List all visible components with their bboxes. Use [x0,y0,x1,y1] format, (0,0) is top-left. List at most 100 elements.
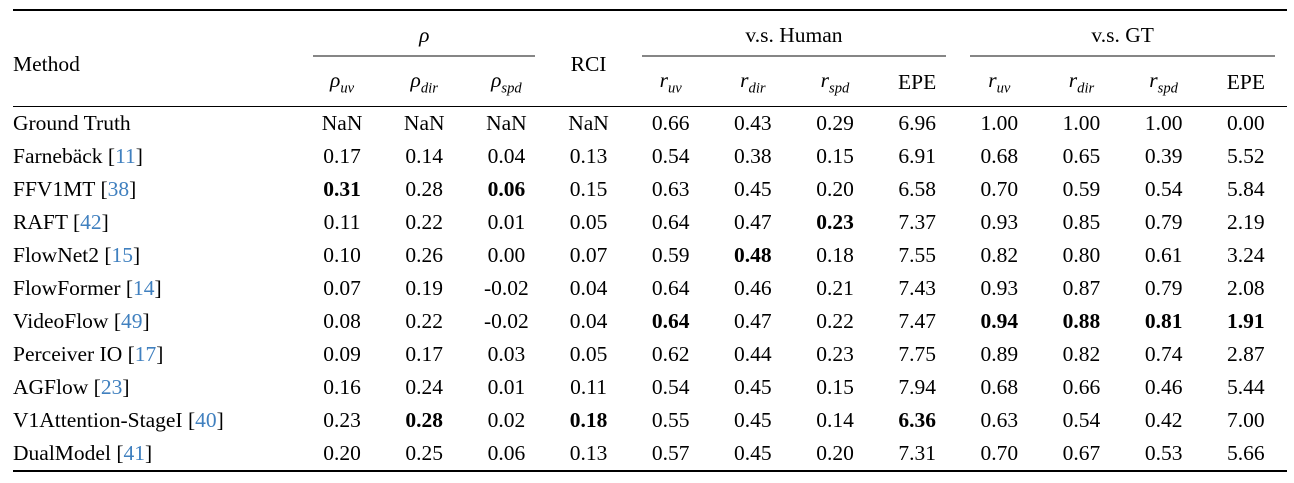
col-header-rho-uv: ρuv [330,67,355,97]
table-cell: 0.66 [629,106,712,140]
table-cell: 2.87 [1227,342,1265,366]
table-cell: 7.31 [898,441,936,465]
col-header-human-r-spd: rspd [820,67,850,97]
table-cell: 6.36 [898,408,936,432]
citation-link[interactable]: 49 [121,309,143,333]
table-cell: 0.23 [323,408,361,432]
col-header-gt-r-spd: rspd [1149,67,1178,97]
method-name: FlowNet2 [15] [13,243,141,267]
method-name: Ground Truth [13,106,301,140]
table-cell: NaN [547,106,630,140]
table-cell: 0.08 [323,309,361,333]
citation-link[interactable]: 42 [80,210,102,234]
table-cell: 0.82 [980,243,1019,267]
table-cell: 0.15 [569,177,608,201]
citation-link[interactable]: 38 [107,177,130,201]
group-header-vs-human-label: v.s. Human [745,22,843,47]
table-cell: 0.54 [1062,408,1101,432]
table-cell: 0.93 [980,210,1019,234]
table-cell: 0.88 [1062,309,1101,333]
table-cell: 0.18 [816,243,854,267]
table-cell: 0.93 [980,276,1019,300]
table-cell: 0.14 [816,408,854,432]
table-cell: 0.94 [980,309,1019,333]
table-cell: 0.61 [1144,243,1183,267]
method-name: FlowFormer [14] [13,276,162,300]
table-cell: 0.20 [816,177,854,201]
table-cell: 0.22 [816,309,854,333]
table-cell: 0.18 [569,408,608,432]
table-cell: 7.43 [898,276,936,300]
table-cell: 6.96 [876,106,959,140]
col-header-gt-epe: EPE [1226,70,1265,94]
citation-link[interactable]: 15 [111,243,134,267]
col-header-rci: RCI [570,51,607,76]
table-cell: 0.20 [816,441,854,465]
table-cell: 5.84 [1227,177,1265,201]
table-cell: 0.23 [816,342,854,366]
table-cell: 0.23 [816,210,854,234]
table-cell: 0.13 [569,144,608,168]
table-cell: 0.13 [569,441,608,465]
table-cell: 0.43 [711,106,794,140]
table-cell: 0.20 [323,441,361,465]
col-header-method: Method [13,51,80,76]
table-cell: 2.19 [1227,210,1265,234]
table-cell: 0.45 [734,408,772,432]
group-header-rho-label: ρ [419,22,430,47]
table-cell: 0.28 [405,408,444,432]
table-cell: 0.05 [569,210,608,234]
human-group-rule [641,55,947,57]
citation-link[interactable]: 11 [115,144,136,168]
table-cell: 7.55 [898,243,936,267]
group-header-vs-human: v.s. Human [630,10,959,59]
results-table: Method ρ RCI v.s. Human v.s. GT ρuv ρdir [13,9,1287,472]
method-name: VideoFlow [49] [13,309,150,333]
table-cell: 0.45 [734,441,772,465]
table-cell: 0.21 [816,276,854,300]
table-cell: 7.75 [898,342,936,366]
table-row: FFV1MT [38] 0.31 0.28 0.06 0.15 0.63 0.45 0.20 6… [13,173,1287,206]
table-cell: 0.04 [487,144,526,168]
table-cell: 0.65 [1062,144,1101,168]
citation-link[interactable]: 17 [134,342,157,366]
table-cell: 1.00 [1040,106,1123,140]
citation-link[interactable]: 14 [133,276,155,300]
table-cell: 0.53 [1144,441,1183,465]
table-cell: 0.87 [1062,276,1101,300]
table-cell: 0.01 [487,210,526,234]
col-header-human-epe: EPE [898,70,937,94]
table-cell: 0.25 [405,441,444,465]
table-cell: 1.00 [958,106,1041,140]
method-name: Farnebäck [11] [13,144,143,168]
col-header-gt-r-uv: ruv [988,67,1011,97]
col-header-rho-dir: ρdir [410,67,438,97]
method-name: RAFT [42] [13,210,109,234]
table-cell: 0.05 [569,342,608,366]
table-cell: NaN [383,106,466,140]
table-body: Ground Truth NaN NaN NaN NaN 0.66 0.43 0.29 6.96… [13,106,1287,472]
group-header-rho: ρ [301,10,547,59]
table-cell: 0.57 [651,441,690,465]
table-cell: 7.00 [1227,408,1265,432]
table-cell: 5.66 [1227,441,1265,465]
table-cell: 7.94 [898,375,936,399]
rho-group-rule [313,55,536,57]
table-cell: 0.63 [651,177,690,201]
table-cell: 5.52 [1227,144,1265,168]
table-cell: 0.80 [1062,243,1101,267]
table-cell: 0.15 [816,144,854,168]
citation-link[interactable]: 40 [195,408,217,432]
table-row: AGFlow [23] 0.16 0.24 0.01 0.11 0.54 0.45 0.15 7… [13,371,1287,404]
citation-link[interactable]: 41 [123,441,145,465]
table-cell: 0.47 [734,309,772,333]
table-cell: 2.08 [1227,276,1265,300]
results-table-container: Method ρ RCI v.s. Human v.s. GT ρuv ρdir [13,9,1287,472]
table-cell: 0.29 [793,106,877,140]
table-cell: 0.38 [734,144,772,168]
table-row: VideoFlow [49] 0.08 0.22 -0.02 0.04 0.64 0.47 0… [13,305,1287,338]
col-header-human-r-dir: rdir [740,67,766,97]
table-cell: 0.00 [1204,106,1287,140]
table-cell: 0.45 [734,177,772,201]
citation-link[interactable]: 23 [100,375,123,399]
